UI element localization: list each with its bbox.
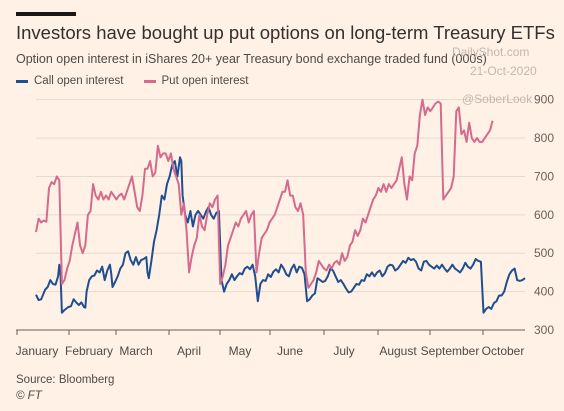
ft-credit: © FT — [16, 390, 42, 402]
legend-item-put: Put open interest — [143, 75, 249, 87]
chart-title: Investors have bought up put options on … — [16, 22, 555, 43]
y-tick-label-800: 800 — [534, 131, 554, 145]
watermark-site: DailyShot.com — [452, 45, 530, 59]
x-tick-label-august: August — [379, 344, 417, 358]
y-tick-label-600: 600 — [534, 208, 554, 222]
y-tick-label-900: 900 — [534, 93, 554, 107]
x-tick-label-march: March — [119, 344, 152, 358]
x-tick-label-june: June — [277, 344, 303, 358]
x-tick-label-september: September — [421, 344, 480, 358]
x-tick-label-july: July — [333, 344, 354, 358]
top-rule — [16, 12, 76, 16]
chart-subtitle: Option open interest in iShares 20+ year… — [16, 52, 487, 66]
y-tick-label-500: 500 — [534, 246, 554, 260]
x-tick-label-january: January — [16, 344, 59, 358]
axis-layer: 300 400 500 600 700 800 900 January February Marc… — [16, 93, 555, 358]
y-tick-label-700: 700 — [534, 169, 554, 183]
series-layer — [35, 98, 526, 314]
legend-item-call: Call open interest — [16, 75, 124, 87]
x-tick-label-may: May — [229, 344, 252, 358]
y-tick-label-300: 300 — [534, 323, 554, 337]
legend-label-put: Put open interest — [161, 75, 249, 87]
legend-label-call: Call open interest — [34, 75, 124, 87]
watermark-handle: @SoberLook — [462, 92, 533, 106]
series-put-line — [35, 98, 494, 289]
grid-layer — [36, 99, 525, 331]
legend: Call open interest Put open interest — [16, 75, 268, 87]
series-call-line — [35, 156, 526, 314]
x-tick-label-february: February — [65, 344, 113, 358]
x-tick-label-april: April — [177, 344, 201, 358]
source-note: Source: Bloomberg — [16, 374, 115, 386]
y-tick-label-400: 400 — [534, 285, 554, 299]
legend-swatch-call — [16, 79, 28, 83]
x-tick-label-october: October — [482, 344, 525, 358]
watermark-date: 21-Oct-2020 — [470, 64, 537, 78]
legend-swatch-put — [143, 79, 156, 83]
